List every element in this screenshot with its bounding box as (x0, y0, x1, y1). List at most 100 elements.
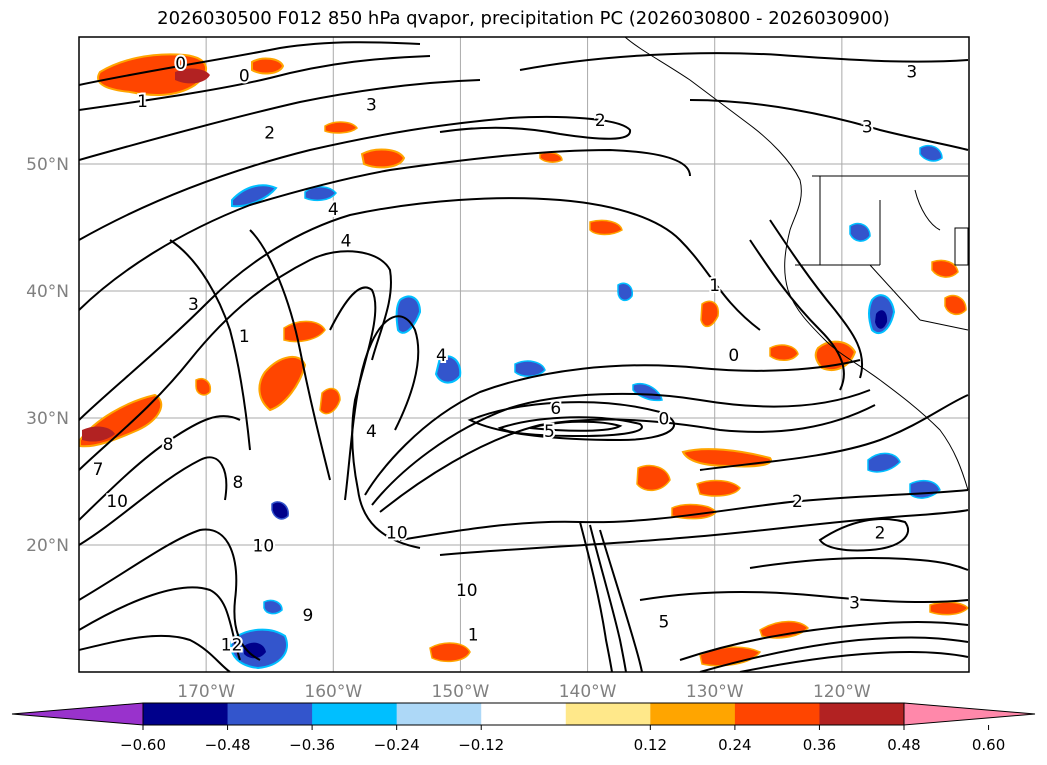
colorbar-extend-min (11, 702, 144, 726)
colorbar-tick-label: 0.24 (718, 736, 751, 754)
contour-label: 2 (875, 524, 886, 544)
contour-line (79, 415, 241, 521)
contour-line (579, 521, 613, 672)
colorbar-segment (227, 703, 313, 725)
contour-label: 10 (386, 524, 408, 544)
coastline-path (624, 37, 969, 491)
contour-label: 8 (163, 435, 174, 455)
colorbar-tick-label: −0.12 (458, 736, 504, 754)
precip-patch (589, 219, 623, 236)
contour-label: 2 (595, 111, 606, 131)
precip-patch (700, 300, 719, 328)
contour-label: 4 (366, 422, 377, 442)
contour-line (371, 389, 871, 506)
map-frame (78, 36, 970, 673)
precip-patch (875, 310, 888, 329)
contour-line (329, 286, 421, 549)
contour-line (639, 590, 969, 604)
contour-label: 3 (849, 594, 860, 614)
state-border (914, 189, 941, 231)
lon-tick-label: 130°W (686, 682, 744, 702)
contour-line (749, 557, 969, 571)
contour-label: 4 (328, 200, 339, 220)
contour-label: 10 (456, 581, 478, 601)
precip-patch (231, 184, 278, 208)
contour-label: 12 (221, 635, 243, 655)
lon-tick-label: 120°W (813, 682, 871, 702)
colorbar-segment (650, 703, 736, 725)
precip-patch (82, 426, 115, 442)
colorbar-tick-label: 0.36 (803, 736, 836, 754)
contour-line (79, 197, 761, 421)
state-border (954, 227, 969, 266)
contour-label: 10 (253, 536, 275, 556)
contour-line (79, 634, 231, 672)
precip-patch (360, 148, 406, 169)
precip-patch (867, 452, 901, 473)
precip-patch (175, 68, 210, 84)
map-title: 2026030500 F012 850 hPa qvapor, precipit… (157, 8, 890, 29)
colorbar-tick-label: 0.48 (887, 736, 920, 754)
contour-label: 5 (544, 422, 555, 442)
contour-line (399, 489, 969, 541)
colorbar-extend-max (903, 702, 1036, 726)
contour-line (599, 529, 643, 672)
contour-line (529, 420, 623, 432)
contour-label: 3 (862, 117, 873, 137)
contour-line (818, 518, 910, 552)
lat-tick-label: 50°N (26, 155, 69, 175)
contour-line (79, 586, 241, 661)
precip-patch (769, 344, 799, 361)
colorbar-segment (565, 703, 651, 725)
contour-label: 2 (792, 492, 803, 512)
colorbar-tick-label: −0.48 (205, 736, 251, 754)
colorbar: −0.60 −0.48 −0.36 −0.24 −0.12 0.12 0.24 0.36 0.4… (11, 702, 1036, 754)
colorbar-segment (734, 703, 820, 725)
contour-line (79, 79, 481, 161)
colorbar-frame (142, 702, 905, 726)
contour-label: 0 (658, 409, 669, 429)
precip-patch (319, 387, 341, 415)
contour-label: 2 (264, 124, 275, 144)
precip-patch (195, 378, 212, 396)
contour-label: 3 (906, 63, 917, 83)
precip-patch (244, 642, 266, 659)
contour-label: 3 (366, 96, 377, 116)
precip-patch (617, 282, 634, 302)
contour-line (699, 394, 969, 471)
precip-patch (271, 501, 289, 520)
contour-line (739, 650, 969, 672)
contour-label: 0 (239, 66, 250, 86)
contour-label: 4 (341, 232, 352, 252)
colorbar-tick-label: 0.12 (634, 736, 667, 754)
contour-label: 5 (658, 613, 669, 633)
lat-tick-label: 30°N (26, 409, 69, 429)
state-border (795, 264, 921, 321)
contour-label: 3 (188, 295, 199, 315)
precip-patch (944, 294, 967, 316)
contour-label: 0 (175, 54, 186, 74)
lon-tick-label: 140°W (559, 682, 617, 702)
lon-tick-label: 170°W (177, 682, 235, 702)
contour-line (689, 99, 969, 151)
map-axes: 170°W 160°W 150°W 140°W 130°W 120°W20°N30°N40… (26, 155, 871, 702)
contour-label: 1 (709, 276, 720, 296)
lat-tick-label: 40°N (26, 282, 69, 302)
contour-line (249, 229, 331, 481)
state-border (919, 319, 969, 331)
qvapor-contours (79, 41, 969, 672)
contour-line (439, 509, 969, 556)
contour-label: 4 (436, 346, 447, 366)
precip-patch (514, 360, 546, 377)
precip-patch (97, 53, 207, 97)
contour-line (589, 524, 627, 672)
contour-line (79, 41, 421, 86)
contour-label: 1 (239, 327, 250, 347)
contour-line (79, 115, 631, 241)
precip-patch (696, 479, 741, 497)
contour-line (344, 315, 420, 501)
contour-label: 9 (302, 606, 313, 626)
precip-patch (931, 259, 959, 278)
